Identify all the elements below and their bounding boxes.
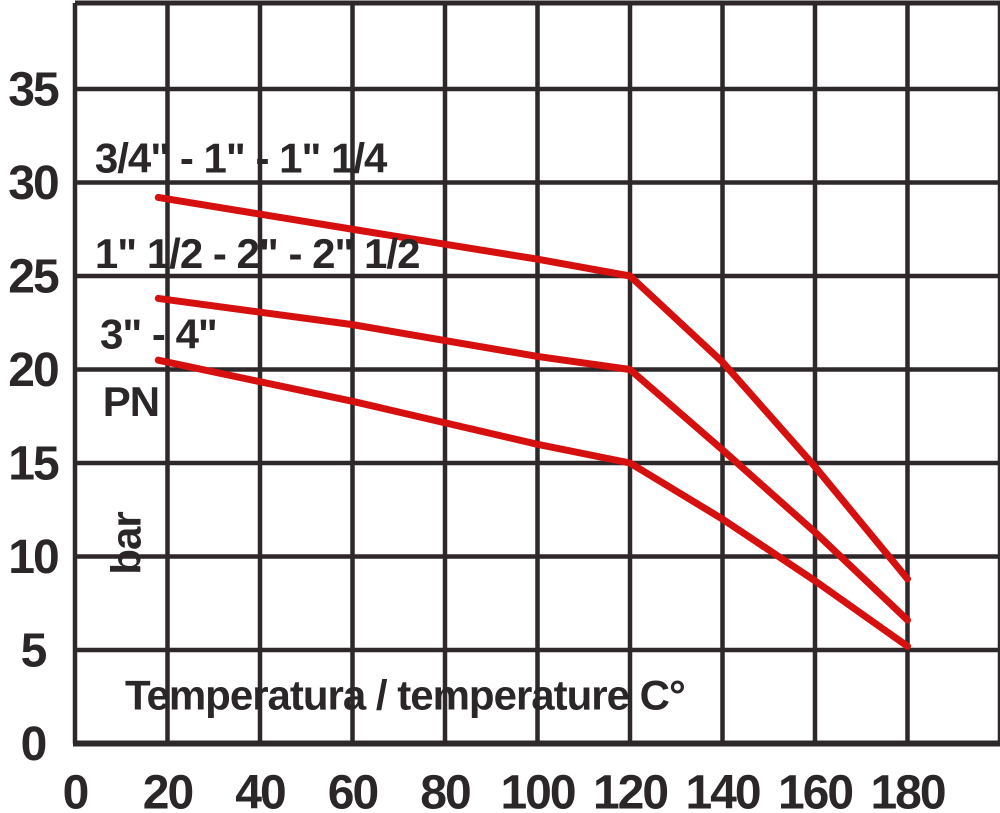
x-tick-label: 0 (63, 767, 88, 813)
x-tick-label: 60 (328, 767, 378, 813)
x-tick-label: 40 (235, 767, 285, 813)
y-tick-label: 25 (8, 251, 59, 304)
chart-annotation: 3/4" - 1" - 1" 1/4 (95, 135, 388, 182)
ylabel-unit-text: bar (102, 512, 149, 575)
x-tick-label: 120 (593, 767, 667, 813)
chart-annotation: PN (103, 378, 159, 425)
chart-annotation: Temperatura / temperature C° (125, 671, 685, 718)
x-tick-label: 100 (500, 767, 574, 813)
x-tick-label: 180 (870, 767, 944, 813)
y-tick-label: 0 (21, 718, 46, 771)
chart-annotation: 1" 1/2 - 2" - 2" 1/2 (95, 230, 420, 277)
x-tick-label: 80 (420, 767, 470, 813)
x-tick-label: 140 (685, 767, 759, 813)
series-curve (154, 193, 911, 583)
y-tick-label: 30 (8, 157, 58, 210)
series-curve (154, 294, 911, 624)
x-tick-label: 20 (143, 767, 193, 813)
y-tick-label: 35 (8, 64, 59, 117)
y-tick-label: 20 (8, 344, 58, 397)
y-tick-label: 10 (8, 531, 58, 584)
chart-annotation: 3" - 4" (100, 310, 217, 357)
series-curve (154, 356, 911, 650)
x-tick-label: 160 (778, 767, 852, 813)
y-tick-label: 15 (8, 438, 59, 491)
y-tick-label: 5 (21, 625, 47, 678)
